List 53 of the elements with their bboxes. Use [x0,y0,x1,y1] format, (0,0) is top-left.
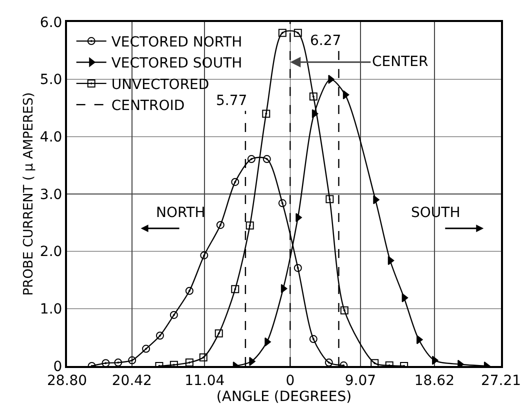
y-tick-label: 3.0 [40,186,62,203]
y-tick-label: 0 [53,358,62,375]
point [142,344,150,353]
point [216,220,224,229]
y-axis-title: PROBE CURRENT ( μ AMPERES) [21,92,36,296]
point [402,293,408,302]
point [342,90,350,100]
point [102,359,110,366]
point [312,109,318,118]
annotation: 5.77 [216,93,248,109]
point [280,284,288,294]
y-tick-label: 2.0 [40,244,62,260]
point [262,110,270,118]
point [309,335,318,344]
y-tick-label: 4.0 [40,130,62,146]
point [128,356,136,364]
point [309,92,318,101]
x-tick-label: 18.62 [414,372,454,389]
point [324,358,333,366]
x-tick-label: 9.07 [344,372,376,389]
point [262,155,271,164]
point [200,251,208,260]
annotation: 6.27 [310,33,342,49]
point [185,358,194,366]
point [231,285,240,294]
x-tick-label: 27.21 [480,372,522,389]
point [231,178,240,186]
point [294,28,302,37]
point [114,358,122,366]
point [370,359,379,366]
annotation: CENTER [372,54,428,70]
point [278,28,286,37]
annotation: NORTH [156,205,206,221]
x-axis-title: (ANGLE (DEGREES) [216,388,352,405]
y-tick-label: 5.0 [40,72,62,88]
point [185,286,194,295]
point [214,329,223,338]
y-tick-label: 6.0 [40,14,62,31]
point [247,155,256,164]
point [156,332,164,340]
point [170,310,178,319]
point [278,199,286,208]
point [340,306,348,314]
point [326,195,334,204]
x-tick-label: 20.42 [112,372,152,389]
point [294,264,302,272]
x-tick-label: 28.80 [46,372,88,389]
x-tick-label: 0 [286,372,295,389]
x-tick-label: 11.04 [184,372,225,389]
point [199,353,208,362]
point [388,256,394,266]
y-tick-label: 1.0 [40,302,62,318]
point [246,222,254,230]
